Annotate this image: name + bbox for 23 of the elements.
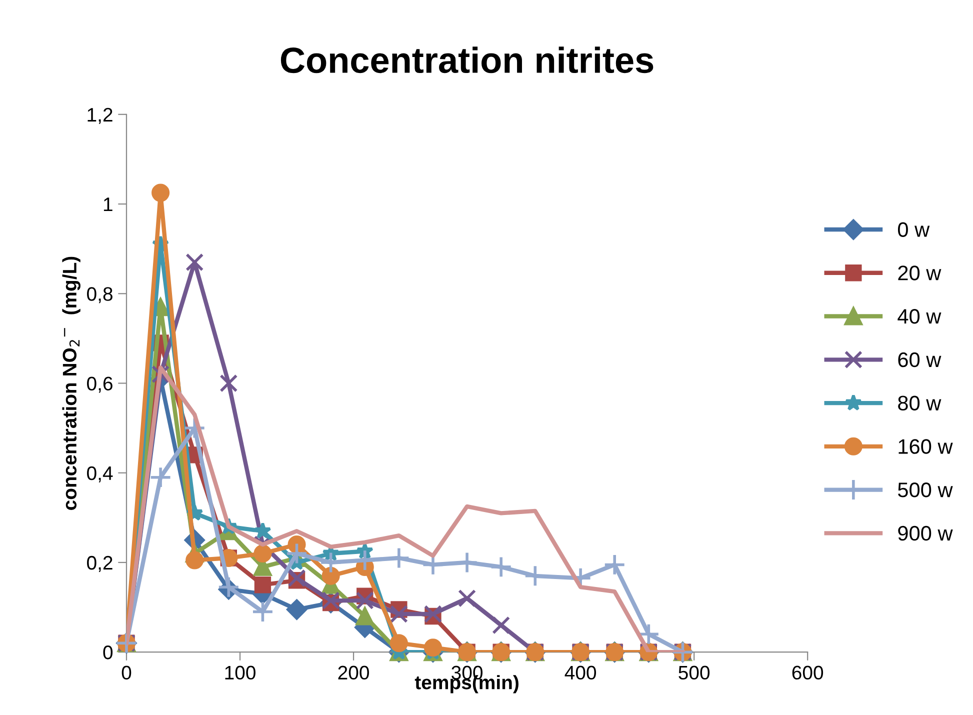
x-tick-label: 200 xyxy=(338,666,369,680)
legend-label: 160 w xyxy=(898,439,953,454)
y-tick-label: 0,6 xyxy=(87,376,112,393)
x-tick-label: 400 xyxy=(564,666,596,680)
legend-label: 80 w xyxy=(898,396,942,411)
legend-label: 500 w xyxy=(898,482,953,498)
y-axis-title: concentration NO$_{2}$$^{−}$ (mg/L) xyxy=(62,256,80,510)
y-tick-label: 1 xyxy=(104,198,112,212)
x-tick-label: 100 xyxy=(225,666,256,680)
x-tick-label: 600 xyxy=(792,666,824,680)
x-tick-label: 500 xyxy=(678,666,710,680)
y-tick-label: 0,2 xyxy=(87,556,112,572)
y-tick-label: 1,2 xyxy=(88,108,112,124)
chart-title: Concentration nitrites xyxy=(280,46,654,74)
legend-label: 20 w xyxy=(898,266,942,280)
x-tick-label: 0 xyxy=(122,666,132,680)
legend-label: 0 w xyxy=(898,222,930,238)
legend-label: 60 w xyxy=(898,352,942,368)
y-tick-label: 0,4 xyxy=(87,466,113,482)
y-tick-label: 0 xyxy=(103,646,113,660)
y-tick-label: 0,8 xyxy=(87,287,112,304)
legend-label: 40 w xyxy=(898,309,942,324)
legend-label: 900 w xyxy=(898,526,953,541)
